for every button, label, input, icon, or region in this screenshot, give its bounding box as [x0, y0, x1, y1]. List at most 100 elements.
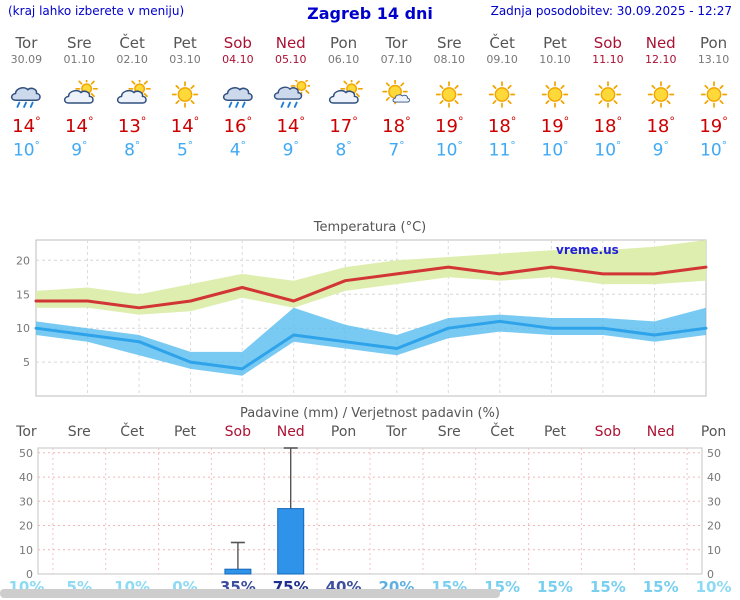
menu-note[interactable]: (kraj lahko izberete v meniju): [8, 4, 185, 18]
day-column[interactable]: Sre 01.10 14° 9°: [53, 28, 106, 161]
day-name: Pet: [543, 34, 567, 52]
svg-text:40: 40: [707, 471, 721, 484]
page-title: Zagreb 14 dni: [307, 4, 433, 23]
svg-text:0: 0: [707, 568, 714, 581]
day-min-temp: 9°: [652, 140, 669, 161]
svg-text:30: 30: [19, 495, 33, 508]
day-date: 03.10: [169, 53, 201, 66]
day-date: 07.10: [380, 53, 413, 66]
sunny-icon: [423, 77, 476, 111]
day-min-temp: 8°: [335, 140, 352, 161]
svg-text:30: 30: [707, 495, 721, 508]
day-column[interactable]: Pon 06.10 17° 8°: [317, 28, 370, 161]
day-max-temp: 14°: [276, 115, 305, 137]
svg-text:10: 10: [707, 544, 721, 557]
day-name: Pet: [173, 34, 197, 52]
temperature-plot: 5 10 15 20: [16, 239, 708, 397]
day-min-temp: 9°: [71, 140, 88, 161]
day-min-temp: 9°: [282, 140, 299, 161]
precip-day-label: Pet: [543, 424, 567, 440]
day-date: 09.10: [486, 53, 518, 66]
day-column[interactable]: Čet 02.10 13° 8°: [106, 28, 159, 161]
sunny-icon: [476, 77, 529, 111]
day-column[interactable]: Ned 05.10 14° 9°: [264, 28, 317, 161]
day-column[interactable]: Tor 30.09 14° 10°: [0, 28, 53, 161]
precip-day-label: Tor: [16, 424, 37, 440]
day-name: Pon: [329, 34, 358, 52]
svg-text:40: 40: [19, 471, 33, 484]
day-min-temp: 5°: [176, 140, 194, 161]
day-date: 01.10: [63, 53, 96, 66]
precip-day-label: Čet: [120, 424, 145, 440]
svg-text:0: 0: [26, 568, 33, 581]
day-max-temp: 16°: [223, 115, 253, 137]
precipitation-chart-title: Padavine (mm) / Verjetnost padavin (%): [240, 406, 500, 421]
day-min-temp: 10°: [700, 140, 728, 161]
precip-probability: 15%: [537, 578, 573, 596]
partly-cloudy-icon: [317, 77, 370, 111]
day-date: 30.09: [10, 53, 43, 66]
precip-day-label: Sob: [224, 424, 252, 440]
day-column[interactable]: Čet 09.10 18° 11°: [476, 28, 529, 161]
partly-cloudy-icon: [106, 77, 159, 111]
rain-sun-icon: [264, 77, 317, 111]
horizontal-scrollbar[interactable]: [0, 589, 500, 598]
day-min-temp: 4°: [229, 140, 246, 161]
temperature-chart-title: Temperatura (°C): [313, 220, 427, 235]
day-column[interactable]: Ned 12.10 18° 9°: [634, 28, 687, 161]
day-max-temp: 19°: [435, 115, 464, 137]
day-min-temp: 10°: [594, 140, 622, 161]
day-name: Sre: [436, 34, 462, 52]
day-name: Sob: [593, 34, 622, 52]
precip-day-label: Čet: [490, 424, 515, 440]
precipitation-chart: Padavine (mm) / Verjetnost padavin (%) T…: [0, 402, 740, 600]
day-date: 05.10: [274, 53, 307, 66]
day-max-temp: 14°: [170, 115, 200, 137]
rain-icon: [211, 77, 264, 111]
forecast-days-row: Tor 30.09 14° 10° Sre 01.10 14° 9° Čet 02.10 13° 8°…: [0, 28, 740, 161]
sunny-icon: [687, 77, 740, 111]
day-name: Sre: [66, 34, 92, 52]
day-name: Čet: [119, 34, 145, 52]
partly-cloudy-icon: [53, 77, 106, 111]
day-column[interactable]: Sre 08.10 19° 10°: [423, 28, 476, 161]
day-min-temp: 10°: [435, 140, 463, 161]
svg-text:50: 50: [707, 447, 721, 460]
day-name: Pon: [699, 34, 728, 52]
precipitation-plot: 0 0 10 10 20 20 30 30 40 40 50 50: [19, 447, 721, 581]
precip-probability: 15%: [589, 578, 626, 596]
precip-day-labels: Tor Sre Čet Pet Sob Ned Pon Tor Sre Čet Pet Sob Ned P…: [0, 424, 740, 440]
sunny-icon: [159, 77, 212, 111]
svg-text:15: 15: [16, 288, 30, 301]
sunny-icon: [581, 77, 634, 111]
day-name: Ned: [645, 34, 676, 52]
svg-text:20: 20: [707, 520, 721, 533]
day-date: 11.10: [592, 53, 624, 66]
day-max-temp: 14°: [65, 115, 94, 137]
day-name: Tor: [15, 34, 38, 52]
precip-day-label: Pon: [700, 424, 727, 440]
day-column[interactable]: Sob 04.10 16° 4°: [211, 28, 264, 161]
day-column[interactable]: Sob 11.10 18° 10°: [581, 28, 634, 161]
day-date: 13.10: [697, 53, 730, 66]
day-max-temp: 18°: [382, 115, 411, 137]
day-max-temp: 18°: [646, 115, 675, 137]
precip-day-label: Sre: [67, 424, 91, 440]
day-max-temp: 14°: [12, 115, 41, 137]
day-min-temp: 10°: [541, 140, 569, 161]
watermark-link[interactable]: vreme.us: [556, 243, 619, 257]
temperature-chart: 5 10 15 20 Temperatura (°C) vreme.us: [0, 210, 740, 406]
day-column[interactable]: Tor 07.10 18° 7°: [370, 28, 423, 161]
sunny-icon: [529, 77, 582, 111]
day-min-temp: 8°: [124, 140, 141, 161]
day-min-temp: 10°: [12, 140, 40, 161]
day-date: 02.10: [116, 53, 148, 66]
rain-icon: [0, 77, 53, 111]
day-date: 06.10: [327, 53, 360, 66]
day-column[interactable]: Pon 13.10 19° 10°: [687, 28, 740, 161]
day-min-temp: 7°: [388, 140, 405, 161]
day-column[interactable]: Pet 10.10 19° 10°: [529, 28, 582, 161]
day-column[interactable]: Pet 03.10 14° 5°: [159, 28, 212, 161]
precip-day-label: Ned: [276, 424, 305, 440]
